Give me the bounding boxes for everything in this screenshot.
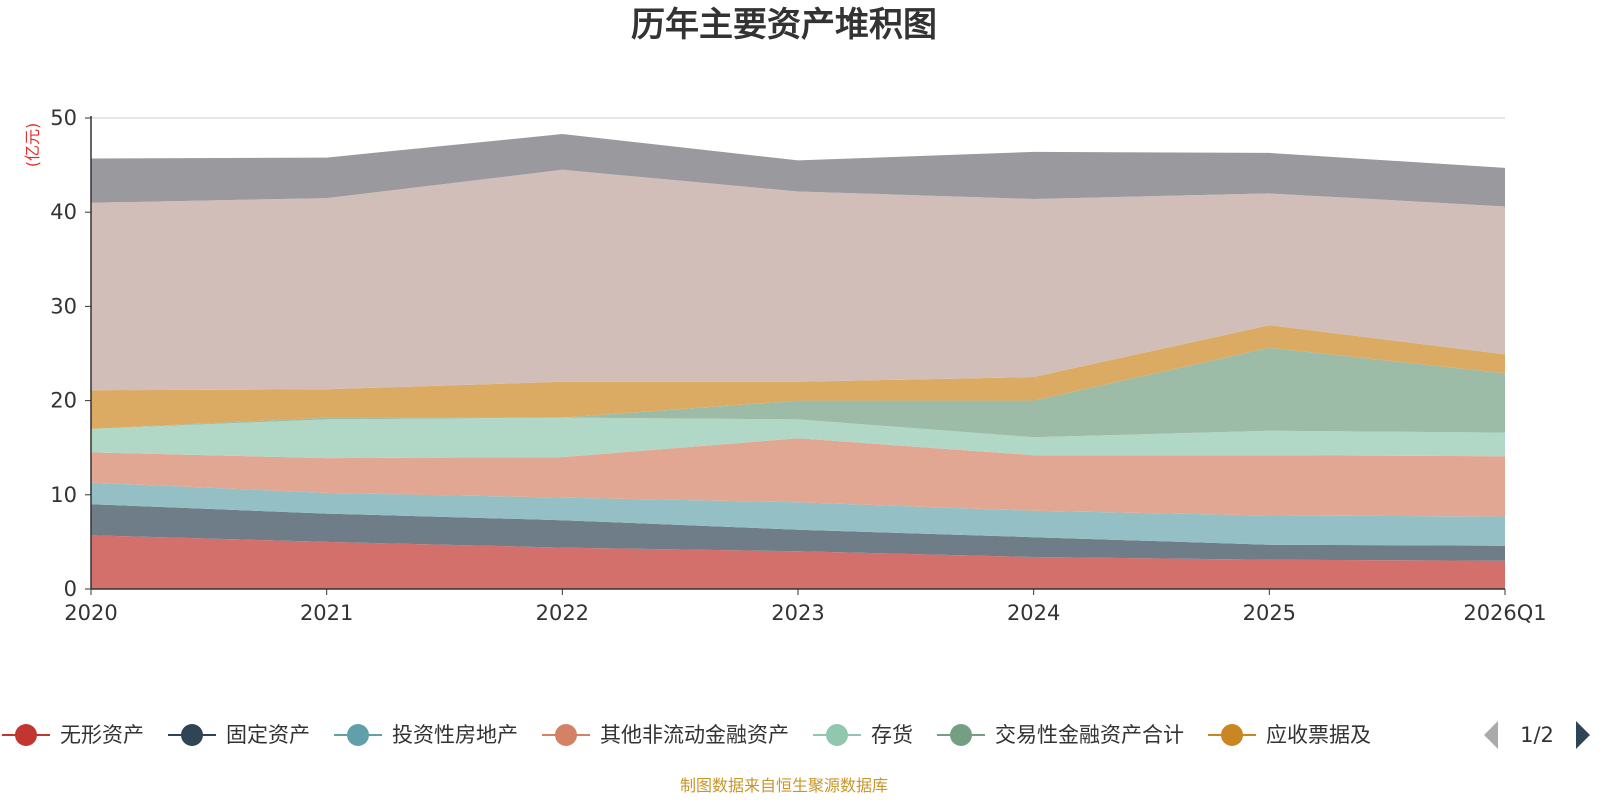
y-tick-label-20: 20 xyxy=(50,389,77,413)
x-tick-label-5: 2025 xyxy=(1243,601,1296,625)
legend-page-indicator: 1/2 xyxy=(1520,723,1554,747)
legend-marker-6 xyxy=(1221,724,1243,746)
area-series-4 xyxy=(91,417,1505,459)
area-series-1 xyxy=(91,504,1505,561)
legend-next-icon[interactable] xyxy=(1576,721,1590,749)
area-series-6 xyxy=(91,325,1505,429)
legend-label-5: 交易性金融资产合计 xyxy=(995,723,1184,747)
legend-label-4: 存货 xyxy=(871,723,913,747)
legend-label-3: 其他非流动金融资产 xyxy=(600,723,789,747)
x-tick-label-0: 2020 xyxy=(64,601,117,625)
legend-item-4[interactable]: 存货 xyxy=(813,723,913,747)
legend-label-2: 投资性房地产 xyxy=(392,723,518,747)
y-tick-label-30: 30 xyxy=(50,294,77,318)
legend-item-3[interactable]: 其他非流动金融资产 xyxy=(542,723,789,747)
y-tick-label-10: 10 xyxy=(50,483,77,507)
data-source-note: 制图数据来自恒生聚源数据库 xyxy=(680,776,888,795)
legend-label-6: 应收票据及 xyxy=(1266,723,1371,747)
legend-prev-icon[interactable] xyxy=(1484,721,1498,749)
x-tick-label-3: 2023 xyxy=(771,601,824,625)
x-tick-label-2: 2022 xyxy=(536,601,589,625)
y-tick-label-40: 40 xyxy=(50,200,77,224)
area-series-8 xyxy=(91,134,1505,207)
legend-item-2[interactable]: 投资性房地产 xyxy=(334,723,518,747)
legend-marker-5 xyxy=(950,724,972,746)
legend-label-1: 固定资产 xyxy=(226,723,310,747)
area-series-5 xyxy=(91,347,1505,438)
y-tick-label-50: 50 xyxy=(50,106,77,130)
x-tick-label-6: 2026Q1 xyxy=(1463,601,1546,625)
legend-marker-2 xyxy=(347,724,369,746)
legend-item-6[interactable]: 应收票据及 xyxy=(1208,723,1371,747)
legend: 无形资产 固定资产 投资性房地产 其他非流动金融资产 存货 交易性金融资产合计 应收票据及 1… xyxy=(2,721,1590,749)
y-tick-label-0: 0 xyxy=(64,577,77,601)
legend-marker-1 xyxy=(181,724,203,746)
axes: 0 10 20 30 40 50 2020 2021 2022 2023 2024 2025 2026Q… xyxy=(50,106,1546,625)
x-tick-label-1: 2021 xyxy=(300,601,353,625)
legend-item-1[interactable]: 固定资产 xyxy=(168,723,310,747)
legend-item-0[interactable]: 无形资产 xyxy=(2,723,144,747)
area-series xyxy=(91,134,1505,589)
area-series-0 xyxy=(91,535,1505,589)
area-series-2 xyxy=(91,482,1505,546)
legend-item-5[interactable]: 交易性金融资产合计 xyxy=(937,723,1184,747)
legend-pager: 1/2 xyxy=(1484,721,1590,749)
legend-marker-4 xyxy=(826,724,848,746)
area-series-7 xyxy=(91,169,1505,391)
area-series-3 xyxy=(91,438,1505,517)
y-unit-label: (亿元) xyxy=(23,123,42,168)
legend-marker-0 xyxy=(15,724,37,746)
legend-label-0: 无形资产 xyxy=(60,723,144,747)
x-tick-label-4: 2024 xyxy=(1007,601,1060,625)
chart-title: 历年主要资产堆积图 xyxy=(631,5,937,45)
legend-marker-3 xyxy=(555,724,577,746)
